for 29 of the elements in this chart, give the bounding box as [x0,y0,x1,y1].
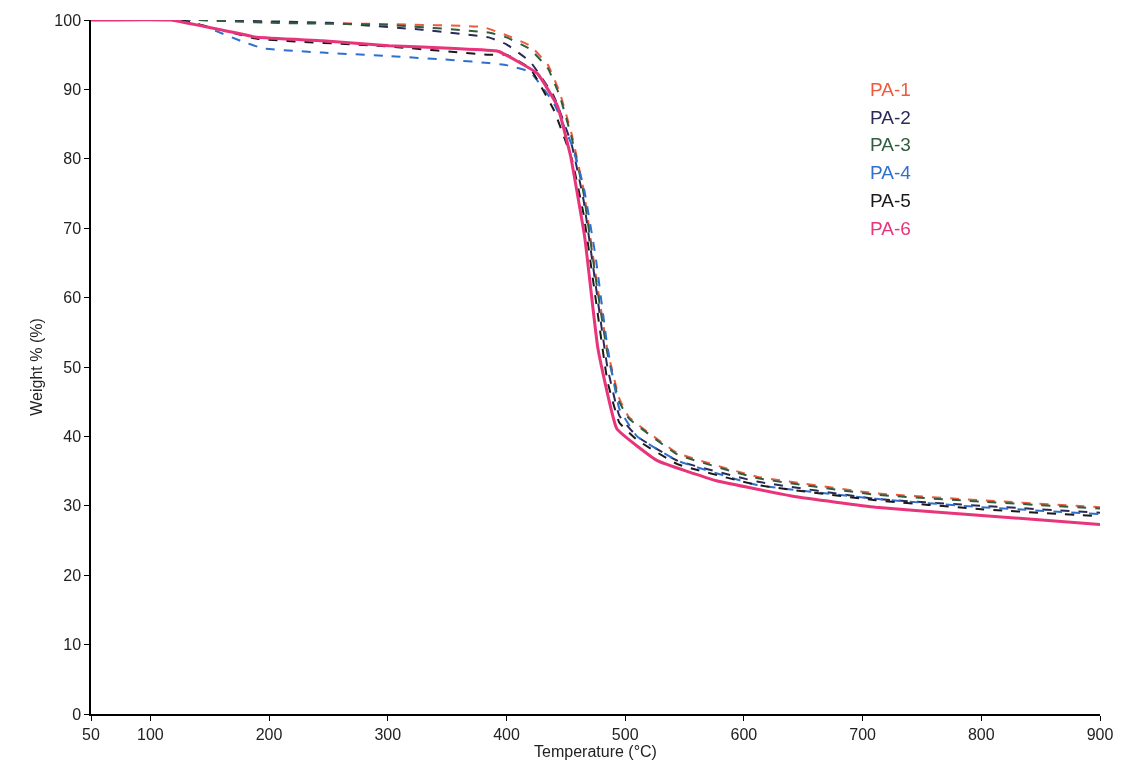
y-tick-label: 30 [63,497,82,515]
y-tick-label: 80 [63,150,82,168]
text: PA-1 [870,79,911,100]
y-tick-label: 40 [63,428,82,445]
text: PA-5 [870,190,911,211]
text: PA-4 [870,162,912,183]
y-tick-label: 50 [63,358,82,376]
y-tick-label: 10 [63,636,82,654]
y-tick-label: 0 [72,705,82,723]
y-tick-label: 60 [63,289,82,307]
x-tick-label: 900 [1086,725,1114,743]
x-tick-label: 700 [849,725,877,743]
x-tick-label: 800 [967,725,995,743]
x-tick-label: 600 [730,725,758,743]
y-tick-label: 70 [63,219,82,237]
x-axis-title: Temperature (°C) [534,743,657,761]
x-tick-label: 300 [374,725,402,743]
y-tick-label: 20 [63,566,82,584]
text: PA-6 [870,218,911,239]
x-tick-label: 50 [82,725,100,743]
y-tick-label: 100 [54,11,82,29]
text: PA-3 [870,134,911,155]
x-tick-label: 400 [493,725,520,743]
text: PA-2 [870,107,911,128]
x-tick-label: 200 [255,725,283,743]
x-tick-label: 500 [611,725,639,743]
y-axis-title: Weight % (%) [27,318,45,416]
y-tick-label: 90 [63,81,82,98]
x-tick-label: 100 [137,725,164,743]
